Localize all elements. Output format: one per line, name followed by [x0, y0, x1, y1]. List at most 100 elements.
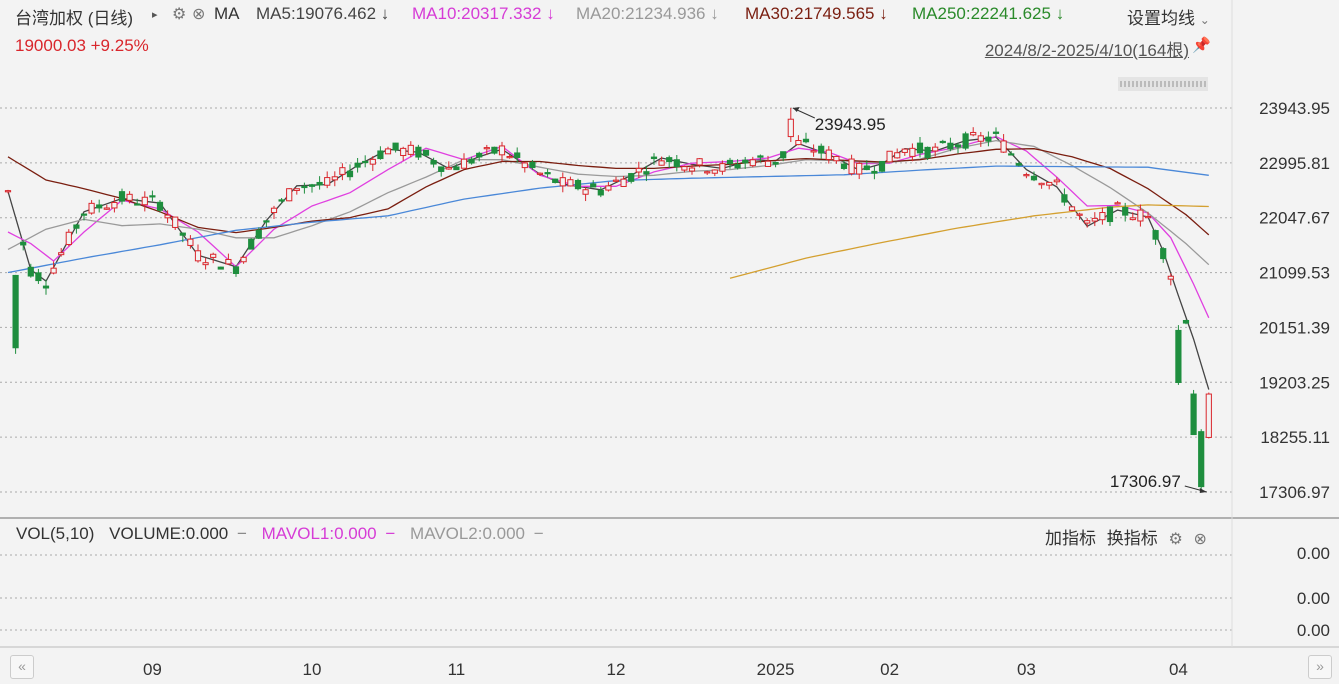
candle-body[interactable]: [331, 176, 338, 181]
candle-body[interactable]: [1144, 215, 1152, 219]
scroll-left-button[interactable]: «: [10, 655, 34, 679]
candle-body[interactable]: [1068, 206, 1076, 211]
candle-body[interactable]: [491, 146, 498, 154]
candle-body[interactable]: [248, 238, 255, 250]
candle-body[interactable]: [1152, 230, 1159, 240]
candle-body[interactable]: [210, 253, 217, 258]
candle-body[interactable]: [749, 159, 756, 167]
candle-body[interactable]: [962, 133, 969, 149]
candle-body[interactable]: [35, 272, 42, 282]
candle-body[interactable]: [734, 164, 741, 169]
candle-body[interactable]: [810, 150, 817, 153]
candle-body[interactable]: [506, 155, 513, 159]
candle-body[interactable]: [422, 149, 430, 156]
candle-body[interactable]: [445, 167, 452, 170]
candle-body[interactable]: [141, 196, 148, 206]
candle-body[interactable]: [643, 171, 650, 175]
candle-body[interactable]: [871, 170, 878, 174]
candle-body[interactable]: [483, 147, 490, 150]
candle-body[interactable]: [42, 285, 50, 289]
candle-body[interactable]: [286, 188, 293, 202]
gear-icon[interactable]: ⚙: [1168, 531, 1183, 548]
candle-body[interactable]: [567, 179, 574, 187]
candle-body[interactable]: [795, 140, 802, 146]
candle-body[interactable]: [514, 152, 521, 158]
candle-body[interactable]: [574, 179, 582, 190]
candle-body[interactable]: [1106, 206, 1114, 223]
candle-body[interactable]: [521, 162, 528, 169]
candle-body[interactable]: [780, 151, 787, 159]
candle-body[interactable]: [932, 146, 939, 152]
candle-body[interactable]: [916, 142, 924, 154]
candle-body[interactable]: [1084, 220, 1091, 224]
candle-body[interactable]: [1129, 217, 1136, 221]
candle-body[interactable]: [240, 256, 247, 263]
candle-body[interactable]: [232, 266, 240, 274]
candle-body[interactable]: [726, 159, 734, 165]
candle-body[interactable]: [704, 171, 711, 174]
candle-body[interactable]: [164, 214, 171, 219]
candle-body[interactable]: [1023, 174, 1030, 177]
candle-body[interactable]: [172, 216, 179, 228]
candle-body[interactable]: [1190, 393, 1197, 436]
pin-icon[interactable]: 📌: [1192, 37, 1211, 54]
candle-body[interactable]: [460, 158, 468, 169]
candle-body[interactable]: [658, 160, 665, 166]
candle-body[interactable]: [628, 173, 635, 182]
candle-body[interactable]: [673, 159, 680, 168]
candle-body[interactable]: [787, 118, 794, 138]
candle-body[interactable]: [1167, 275, 1174, 280]
candle-body[interactable]: [407, 144, 414, 155]
candle-body[interactable]: [293, 188, 300, 191]
candle-body[interactable]: [80, 213, 88, 216]
candle-body[interactable]: [415, 146, 422, 158]
candle-body[interactable]: [954, 144, 962, 148]
candle-body[interactable]: [301, 185, 308, 189]
candle-body[interactable]: [27, 266, 34, 277]
candle-body[interactable]: [924, 146, 931, 159]
candle-body[interactable]: [590, 183, 597, 188]
candle-body[interactable]: [58, 252, 65, 256]
candle-body[interactable]: [559, 177, 566, 187]
candle-body[interactable]: [134, 203, 141, 206]
add-indicator-button[interactable]: 加指标: [1045, 529, 1096, 548]
candle-body[interactable]: [825, 149, 832, 160]
close-circle-icon[interactable]: ⊗: [1193, 531, 1207, 548]
candle-body[interactable]: [324, 177, 331, 186]
candle-body[interactable]: [635, 167, 642, 173]
candle-body[interactable]: [103, 207, 110, 210]
gear-icon[interactable]: ⚙: [172, 6, 187, 23]
candle-body[interactable]: [202, 262, 209, 266]
candle-body[interactable]: [73, 224, 80, 229]
candle-body[interactable]: [468, 158, 475, 164]
candle-body[interactable]: [498, 145, 506, 156]
candle-body[interactable]: [362, 160, 369, 164]
candle-body[interactable]: [909, 147, 916, 157]
candle-body[interactable]: [681, 166, 688, 171]
candle-body[interactable]: [582, 189, 589, 195]
candle-body[interactable]: [605, 185, 612, 191]
candle-body[interactable]: [1182, 319, 1190, 324]
candle-body[interactable]: [886, 150, 893, 163]
candle-body[interactable]: [840, 163, 848, 169]
candle-body[interactable]: [96, 204, 103, 209]
candle-body[interactable]: [719, 163, 726, 172]
candle-body[interactable]: [742, 159, 749, 164]
candle-body[interactable]: [217, 266, 224, 270]
candle-body[interactable]: [757, 155, 764, 158]
candle-body[interactable]: [544, 172, 551, 175]
candle-body[interactable]: [1015, 163, 1022, 166]
candle-body[interactable]: [1175, 329, 1182, 383]
candle-body[interactable]: [400, 147, 407, 157]
candle-body[interactable]: [894, 152, 901, 159]
switch-indicator-button[interactable]: 换指标: [1106, 529, 1158, 548]
candle-body[interactable]: [1076, 213, 1083, 216]
candle-body[interactable]: [529, 161, 536, 169]
candle-body[interactable]: [20, 241, 27, 246]
candle-body[interactable]: [384, 148, 392, 155]
candle-body[interactable]: [764, 160, 772, 167]
candle-body[interactable]: [453, 166, 460, 171]
candle-body[interactable]: [149, 195, 156, 198]
candle-body[interactable]: [1137, 209, 1144, 222]
